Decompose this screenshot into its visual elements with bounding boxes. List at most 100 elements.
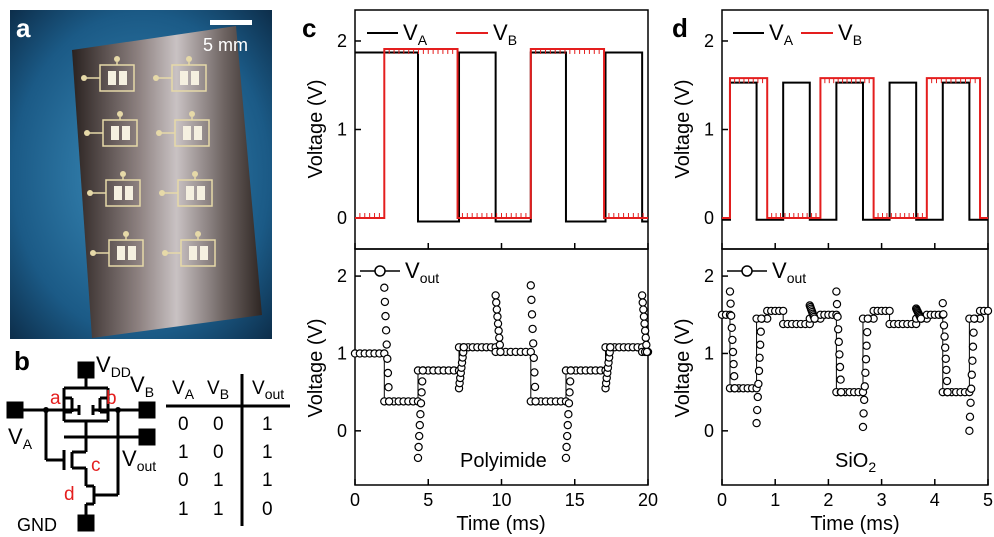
x-tick-label: 1: [770, 490, 780, 510]
table-cell: 0: [213, 442, 224, 463]
y-tick-label: 1: [337, 120, 347, 140]
panel-label-a: a: [16, 13, 31, 43]
data-point: [565, 411, 572, 418]
va-pad: [8, 403, 22, 417]
data-point: [862, 356, 869, 363]
device-pad: [84, 130, 90, 136]
data-point: [530, 340, 537, 347]
data-point: [530, 354, 537, 361]
legend-c-top: VA VB: [367, 20, 517, 48]
device-electrode: [186, 186, 194, 200]
y-axis-label-d-top: Voltage (V): [672, 80, 694, 179]
data-point: [727, 300, 734, 307]
device-pad: [87, 190, 93, 196]
data-point: [567, 367, 574, 374]
y-tick-label: 0: [704, 421, 714, 441]
device-pad: [90, 250, 96, 256]
legend-d-top: VA VB: [733, 20, 862, 48]
data-point: [726, 288, 733, 295]
label-vb: VB: [130, 372, 154, 400]
table-row: 0 1 1: [178, 470, 273, 491]
x-axis-label-c: Time (ms): [456, 513, 545, 535]
data-point: [384, 355, 391, 362]
data-point: [382, 313, 389, 320]
plot-d-bottom: 0120 1 2 3 4 5: [704, 266, 993, 510]
data-point: [836, 351, 843, 358]
device-electrode: [197, 186, 205, 200]
gnd-pad: [79, 516, 93, 530]
device-electrode: [194, 126, 202, 140]
legend-label-va: VA: [769, 20, 794, 48]
panel-a: a 5 mm: [10, 10, 272, 339]
data-point: [381, 298, 388, 305]
data-point: [939, 300, 946, 307]
data-point: [643, 348, 650, 355]
device-pad: [189, 111, 195, 117]
data-point: [383, 341, 390, 348]
x-tick-label: 20: [638, 490, 658, 510]
data-point: [886, 307, 893, 314]
data-point: [527, 282, 534, 289]
data-point: [968, 371, 975, 378]
device-electrode: [200, 246, 208, 260]
data-point: [833, 288, 840, 295]
data-point: [460, 344, 467, 351]
table-header-va: VA: [172, 378, 195, 402]
table-row: 1 0 1: [178, 442, 273, 463]
device-pad: [153, 75, 159, 81]
legend-label-vout: Vout: [405, 258, 439, 286]
data-point: [755, 367, 762, 374]
legend-c-bottom: Vout: [360, 258, 439, 286]
table-cell: 1: [213, 499, 224, 520]
data-point: [566, 389, 573, 396]
panel-label-c: c: [302, 13, 316, 43]
junction-dot: [43, 407, 49, 413]
data-point: [861, 383, 868, 390]
data-point: [758, 315, 765, 322]
panel-b: b: [8, 346, 290, 535]
device-electrode: [108, 71, 116, 85]
data-point: [729, 348, 736, 355]
series-line-vb: [355, 49, 648, 218]
data-point: [944, 389, 951, 396]
device-electrode: [117, 246, 125, 260]
data-point: [730, 360, 737, 367]
data-point: [966, 427, 973, 434]
data-point: [943, 377, 950, 384]
device-pad: [120, 171, 126, 177]
data-point: [531, 369, 538, 376]
data-point: [969, 357, 976, 364]
data-point: [731, 373, 738, 380]
data-point: [639, 292, 646, 299]
data-point: [565, 400, 572, 407]
data-point: [642, 327, 649, 334]
data-point: [943, 366, 950, 373]
data-point: [835, 338, 842, 345]
device-pad: [186, 56, 192, 62]
substrate-label-d: SiO2: [835, 450, 876, 475]
substrate-label-c: Polyimide: [460, 450, 547, 472]
data-point: [641, 320, 648, 327]
data-point: [562, 454, 569, 461]
legend-marker-vout: [742, 266, 752, 276]
data-point: [780, 307, 787, 314]
data-point: [640, 313, 647, 320]
data-point: [837, 376, 844, 383]
legend-label-vout: Vout: [772, 258, 806, 286]
y-tick-label: 0: [704, 208, 714, 228]
device-electrode: [191, 71, 199, 85]
panel-label-d: d: [672, 13, 688, 43]
data-point: [567, 378, 574, 385]
device-pad: [117, 111, 123, 117]
scale-bar: [210, 20, 252, 25]
data-point: [966, 413, 973, 420]
table-cell: 1: [262, 414, 273, 435]
x-tick-label: 0: [717, 490, 727, 510]
plot-c-top: 012: [337, 31, 648, 249]
device-pad: [195, 231, 201, 237]
device-pad: [162, 250, 168, 256]
y-tick-label: 2: [704, 266, 714, 286]
data-point: [384, 369, 391, 376]
data-point: [416, 432, 423, 439]
